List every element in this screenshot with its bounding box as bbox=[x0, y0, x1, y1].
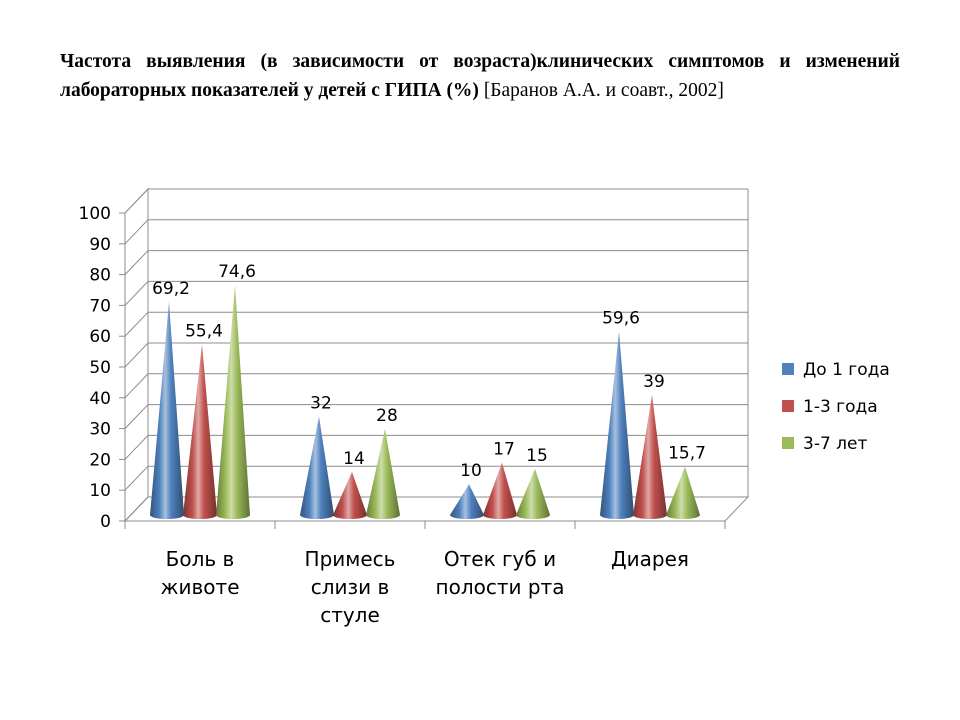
data-label: 15 bbox=[526, 446, 548, 466]
category-label: животе bbox=[161, 575, 240, 599]
slide-title: Частота выявления (в зависимости от возр… bbox=[60, 47, 900, 105]
legend-label: До 1 года bbox=[803, 360, 890, 380]
gridline bbox=[124, 373, 748, 399]
gridline bbox=[124, 188, 748, 214]
data-label: 59,6 bbox=[602, 308, 640, 328]
legend-label: 1-3 года bbox=[803, 397, 878, 417]
y-tick-label: 60 bbox=[89, 327, 111, 347]
data-label: 69,2 bbox=[152, 279, 190, 299]
y-axis-ticks: 0 10 20 30 40 50 60 70 80 90 100 bbox=[79, 204, 111, 532]
data-label: 15,7 bbox=[668, 444, 706, 464]
chart-gridlines bbox=[119, 188, 748, 529]
gridline bbox=[124, 342, 748, 368]
legend-swatch bbox=[782, 363, 794, 375]
gridline bbox=[124, 496, 748, 522]
category-labels: Боль в животе Примесь слизи в стуле Отек губ … bbox=[161, 547, 689, 627]
data-labels: 69,2 55,4 74,6 32 14 28 10 17 15 59,6 39 15,7 bbox=[152, 262, 706, 481]
y-tick-label: 50 bbox=[89, 358, 111, 378]
legend-swatch bbox=[782, 437, 794, 449]
cone-0-1 bbox=[300, 416, 334, 519]
cone-2-2 bbox=[516, 468, 550, 519]
y-tick-label: 10 bbox=[89, 481, 111, 501]
cone-1-3 bbox=[633, 394, 667, 519]
gridline bbox=[124, 219, 748, 245]
gridline bbox=[124, 311, 748, 337]
cone-0-0 bbox=[150, 301, 184, 519]
y-tick-label: 0 bbox=[100, 512, 111, 532]
y-tick-label: 80 bbox=[89, 266, 111, 286]
cone-1-2 bbox=[483, 462, 517, 519]
y-tick-label: 40 bbox=[89, 389, 111, 409]
data-label: 32 bbox=[310, 393, 332, 413]
data-label: 28 bbox=[376, 406, 398, 426]
y-tick-label: 20 bbox=[89, 450, 111, 470]
y-tick-label: 70 bbox=[89, 296, 111, 316]
category-label: Примесь bbox=[305, 547, 396, 571]
cone-1-1 bbox=[333, 471, 367, 519]
category-label: стуле bbox=[320, 603, 380, 627]
title-citation: [Баранов А.А. и соавт., 2002] bbox=[478, 80, 724, 101]
category-label: Отек губ и bbox=[444, 547, 556, 571]
gridline bbox=[124, 250, 748, 275]
cone-0-3 bbox=[600, 331, 634, 519]
cone-2-1 bbox=[366, 428, 400, 519]
gridline bbox=[124, 404, 748, 429]
category-label: слизи в bbox=[311, 575, 390, 599]
data-label: 39 bbox=[643, 372, 665, 392]
cone-0-2 bbox=[450, 484, 484, 519]
chart-legend: До 1 года 1-3 года 3-7 лет bbox=[782, 360, 890, 454]
gridline bbox=[124, 465, 748, 491]
cone-2-3 bbox=[666, 466, 700, 519]
data-label: 14 bbox=[343, 449, 365, 469]
cone-2-0 bbox=[216, 285, 250, 519]
gridline bbox=[124, 280, 748, 306]
gridline bbox=[124, 434, 748, 460]
category-label: полости рта bbox=[436, 575, 565, 599]
data-label: 10 bbox=[460, 461, 482, 481]
cone-1-0 bbox=[183, 344, 217, 519]
title-main: Частота выявления (в зависимости от возр… bbox=[60, 51, 900, 101]
category-label: Диарея bbox=[611, 547, 689, 571]
category-label: Боль в bbox=[166, 547, 235, 571]
legend-label: 3-7 лет bbox=[803, 434, 867, 454]
data-label: 17 bbox=[493, 440, 515, 460]
chart-cones bbox=[150, 285, 700, 519]
data-label: 74,6 bbox=[218, 262, 256, 282]
legend-swatch bbox=[782, 400, 794, 412]
y-tick-label: 100 bbox=[79, 204, 111, 224]
data-label: 55,4 bbox=[185, 321, 223, 341]
y-tick-label: 30 bbox=[89, 420, 111, 440]
y-tick-label: 90 bbox=[89, 235, 111, 255]
